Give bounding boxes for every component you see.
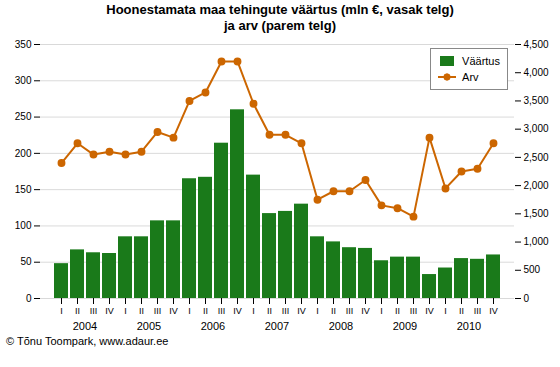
html-text:© Tõnu Toompark, www.adaur.ee: © Tõnu Toompark, www.adaur.ee bbox=[6, 335, 169, 347]
svg-text:II: II bbox=[331, 306, 336, 316]
html-text:Hoonestamata maa tehingute vää: Hoonestamata maa tehingute väärtus (mln … bbox=[106, 2, 454, 17]
svg-text:2,000: 2,000 bbox=[524, 180, 549, 191]
svg-text:2010: 2010 bbox=[457, 320, 481, 332]
svg-text:I: I bbox=[60, 306, 63, 316]
svg-text:III: III bbox=[346, 306, 354, 316]
svg-text:III: III bbox=[90, 306, 98, 316]
svg-text:III: III bbox=[410, 306, 418, 316]
svg-text:50: 50 bbox=[20, 256, 32, 267]
svg-text:III: III bbox=[154, 306, 162, 316]
svg-text:0: 0 bbox=[524, 293, 530, 304]
html-text:Väärtus: Väärtus bbox=[462, 55, 500, 67]
svg-text:350: 350 bbox=[15, 39, 32, 50]
svg-text:2008: 2008 bbox=[329, 320, 353, 332]
svg-text:500: 500 bbox=[524, 264, 541, 275]
svg-text:II: II bbox=[203, 306, 208, 316]
svg-text:II: II bbox=[139, 306, 144, 316]
html-text:Arv: Arv bbox=[462, 71, 479, 83]
svg-text:2006: 2006 bbox=[201, 320, 225, 332]
html-text:ja arv (parem telg): ja arv (parem telg) bbox=[224, 18, 336, 33]
svg-text:IV: IV bbox=[233, 306, 242, 316]
svg-text:IV: IV bbox=[169, 306, 178, 316]
svg-text:0: 0 bbox=[26, 293, 32, 304]
svg-text:I: I bbox=[188, 306, 191, 316]
svg-text:2004: 2004 bbox=[73, 320, 97, 332]
svg-text:II: II bbox=[75, 306, 80, 316]
svg-text:3,500: 3,500 bbox=[524, 95, 549, 106]
svg-text:IV: IV bbox=[105, 306, 114, 316]
svg-text:II: II bbox=[459, 306, 464, 316]
svg-text:IV: IV bbox=[361, 306, 370, 316]
svg-text:I: I bbox=[252, 306, 255, 316]
svg-text:I: I bbox=[316, 306, 319, 316]
svg-text:2007: 2007 bbox=[265, 320, 289, 332]
svg-text:2,500: 2,500 bbox=[524, 152, 549, 163]
svg-text:2009: 2009 bbox=[393, 320, 417, 332]
svg-text:100: 100 bbox=[15, 220, 32, 231]
svg-text:IV: IV bbox=[297, 306, 306, 316]
svg-text:2005: 2005 bbox=[137, 320, 161, 332]
svg-text:300: 300 bbox=[15, 75, 32, 86]
svg-text:I: I bbox=[124, 306, 127, 316]
svg-text:IV: IV bbox=[425, 306, 434, 316]
svg-text:II: II bbox=[395, 306, 400, 316]
svg-text:1,500: 1,500 bbox=[524, 208, 549, 219]
svg-text:150: 150 bbox=[15, 184, 32, 195]
svg-text:200: 200 bbox=[15, 148, 32, 159]
svg-text:250: 250 bbox=[15, 111, 32, 122]
svg-text:II: II bbox=[267, 306, 272, 316]
svg-text:III: III bbox=[282, 306, 290, 316]
svg-text:IV: IV bbox=[489, 306, 498, 316]
svg-text:I: I bbox=[380, 306, 383, 316]
svg-text:1,000: 1,000 bbox=[524, 236, 549, 247]
svg-text:4,000: 4,000 bbox=[524, 67, 549, 78]
svg-text:I: I bbox=[444, 306, 447, 316]
svg-text:III: III bbox=[218, 306, 226, 316]
svg-text:4,500: 4,500 bbox=[524, 39, 549, 50]
svg-text:III: III bbox=[474, 306, 482, 316]
svg-text:3,000: 3,000 bbox=[524, 123, 549, 134]
